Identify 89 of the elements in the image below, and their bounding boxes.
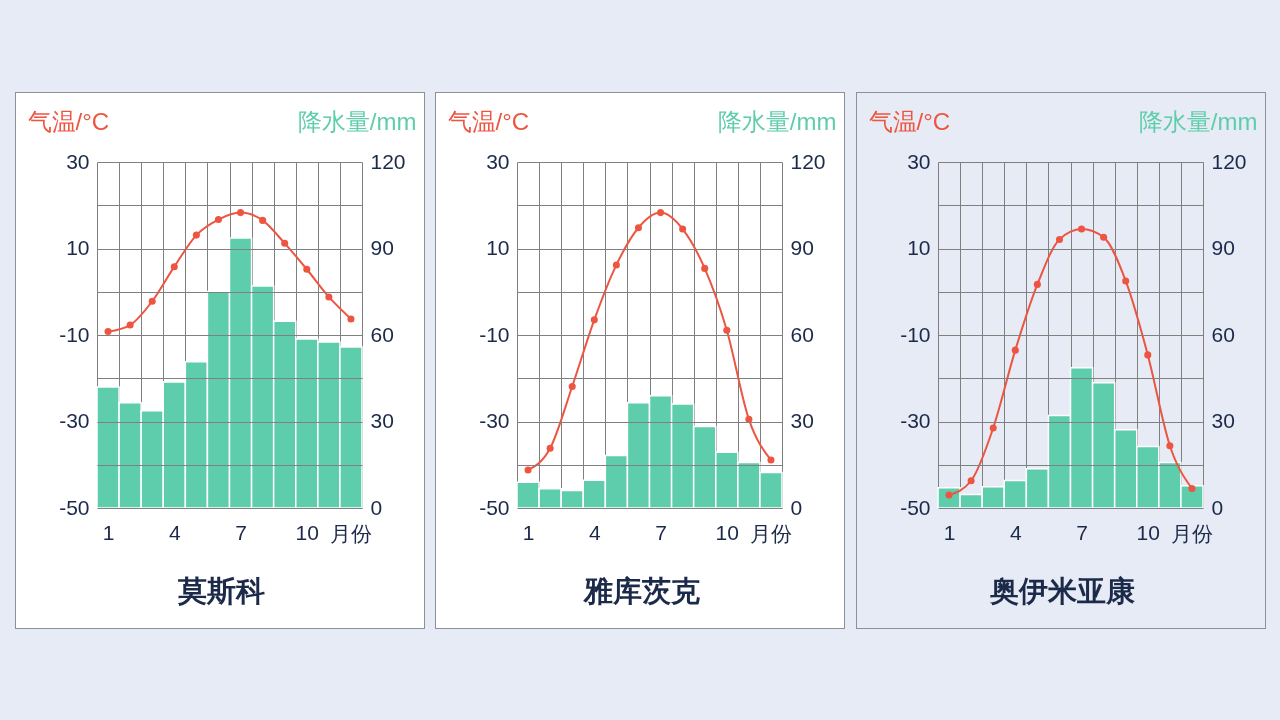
y2-tick-label: 120	[790, 149, 826, 173]
point	[126, 321, 134, 329]
point	[1078, 225, 1086, 233]
y2-axis-title: 降水量/mm	[1138, 107, 1258, 135]
text: 奥伊米亚康	[989, 575, 1135, 607]
x-axis-title: 月份	[329, 521, 372, 545]
y-axis-title: 气温/°C	[447, 107, 530, 135]
point	[634, 224, 642, 232]
y2-tick-label: 30	[1211, 409, 1235, 432]
y2-tick-label: 60	[1211, 322, 1235, 346]
x-tick-label: 7	[655, 520, 667, 544]
point	[612, 261, 620, 269]
x-tick-label: 10	[295, 520, 319, 544]
point	[192, 231, 200, 239]
y2-tick-label: 60	[370, 322, 394, 346]
x-tick-label: 4	[588, 520, 601, 544]
point	[701, 264, 709, 272]
x-tick-label: 1	[102, 520, 115, 544]
y-tick-label: 30	[486, 149, 510, 173]
x-tick-label: 7	[235, 520, 247, 544]
y-tick-label: -30	[900, 409, 931, 432]
y-tick-label: -50	[479, 495, 510, 519]
x-tick-label: 1	[943, 520, 956, 544]
y-tick-label: -30	[479, 409, 510, 432]
point	[1188, 485, 1196, 493]
y-axis-title: 气温/°C	[27, 107, 110, 135]
y-tick-label: 10	[486, 236, 510, 259]
point	[148, 297, 156, 305]
point	[259, 216, 267, 224]
y-tick-label: -10	[59, 322, 90, 346]
x-tick-label: 1	[522, 520, 535, 544]
point	[237, 209, 245, 217]
point	[347, 315, 355, 323]
point	[1100, 233, 1108, 241]
y2-tick-label: 60	[790, 322, 814, 346]
point	[568, 382, 576, 390]
point	[679, 225, 687, 233]
y-axis-title: 气温/°C	[868, 107, 951, 135]
point	[657, 209, 665, 217]
y2-tick-label: 30	[790, 409, 814, 432]
text: 雅库茨克	[582, 575, 700, 607]
point	[214, 215, 222, 224]
point	[170, 263, 178, 271]
point	[1033, 280, 1041, 288]
x-axis-title: 月份	[749, 521, 792, 545]
y2-axis-title: 降水量/mm	[297, 107, 417, 135]
y-tick-label: -10	[900, 322, 931, 346]
y-tick-label: 30	[66, 149, 90, 173]
x-tick-label: 10	[1136, 520, 1160, 544]
y2-tick-label: 90	[790, 236, 814, 259]
y2-tick-label: 0	[790, 495, 803, 519]
y-tick-label: -10	[479, 322, 510, 346]
point	[303, 265, 311, 273]
y2-tick-label: 90	[1211, 236, 1235, 259]
y2-axis-title: 降水量/mm	[717, 107, 837, 135]
point	[1011, 346, 1019, 354]
point	[989, 424, 997, 432]
point	[1166, 442, 1174, 450]
y-tick-label: -50	[59, 495, 90, 519]
point	[104, 328, 112, 336]
point	[524, 466, 532, 474]
y2-tick-label: 90	[370, 236, 394, 259]
text: 莫斯科	[177, 575, 265, 607]
x-tick-label: 4	[1009, 520, 1022, 544]
point	[590, 316, 598, 324]
point	[745, 415, 753, 423]
y2-tick-label: 120	[1211, 149, 1247, 173]
y-tick-label: 30	[907, 149, 931, 173]
y2-tick-label: 120	[370, 149, 406, 173]
point	[325, 293, 333, 301]
point	[967, 477, 975, 485]
point	[1055, 235, 1063, 243]
y2-tick-label: 0	[370, 495, 383, 519]
y-tick-label: -50	[900, 495, 931, 519]
point	[767, 456, 775, 464]
y-tick-label: 10	[907, 236, 931, 259]
x-axis-title: 月份	[1170, 521, 1213, 545]
point	[546, 444, 554, 452]
y-tick-label: -30	[59, 409, 90, 432]
y-tick-label: 10	[66, 236, 90, 259]
point	[281, 239, 289, 247]
x-tick-label: 7	[1076, 520, 1088, 544]
point	[1122, 277, 1130, 285]
y2-tick-label: 30	[370, 409, 394, 432]
y2-tick-label: 0	[1211, 495, 1224, 519]
x-tick-label: 4	[168, 520, 181, 544]
point	[1144, 351, 1152, 359]
point	[723, 326, 731, 334]
x-tick-label: 10	[715, 520, 739, 544]
